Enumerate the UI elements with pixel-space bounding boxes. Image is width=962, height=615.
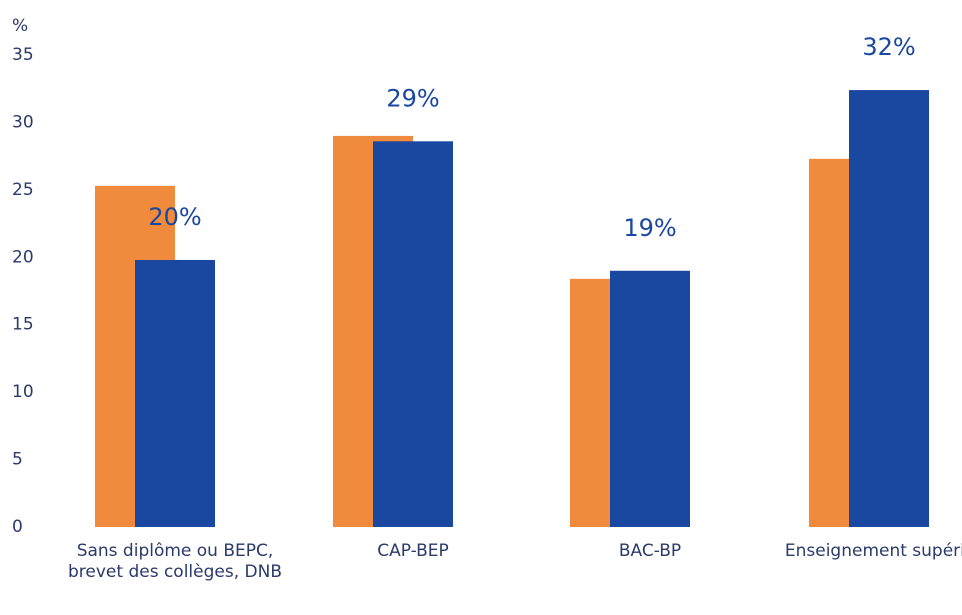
- x-tick-label: BAC-BP: [618, 541, 682, 561]
- value-label: 20%: [148, 203, 201, 231]
- x-tick-label: CAP-BEP: [377, 541, 449, 561]
- y-tick-label: 5: [12, 450, 23, 470]
- y-tick-label: 25: [12, 180, 34, 200]
- y-tick-label: 20: [12, 247, 34, 267]
- value-label: 29%: [386, 84, 439, 112]
- y-tick-label: 10: [12, 382, 34, 402]
- x-tick-label: Enseignement supérieur: [784, 541, 962, 561]
- bar: [610, 270, 690, 527]
- bar: [135, 259, 215, 527]
- y-tick-label: 30: [12, 112, 34, 132]
- y-tick-label: 35: [12, 45, 34, 65]
- bar: [849, 90, 929, 527]
- value-label: 19%: [623, 214, 676, 242]
- x-tick-label: Sans diplôme ou BEPC, brevet des collège…: [67, 541, 282, 582]
- y-axis-label: %: [12, 16, 28, 36]
- y-tick-label: 15: [12, 315, 34, 335]
- y-tick-label: 0: [12, 517, 23, 537]
- bar: [373, 141, 453, 527]
- value-label: 32%: [862, 33, 915, 61]
